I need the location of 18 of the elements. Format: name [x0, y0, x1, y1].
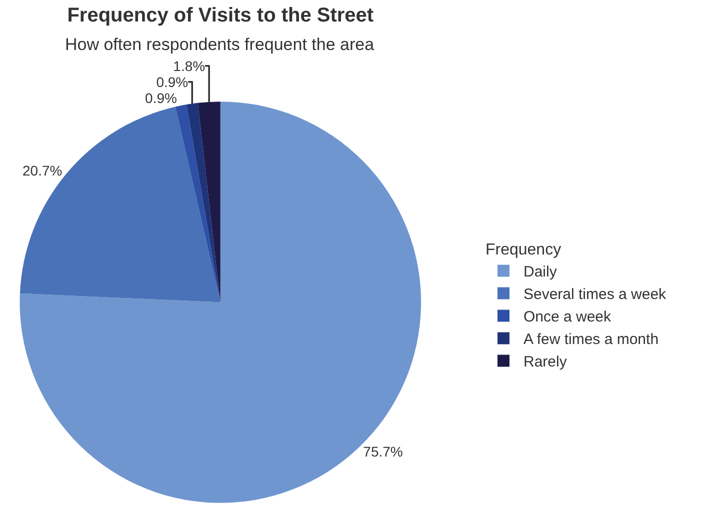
pie-slice	[20, 102, 421, 503]
legend-label: Several times a week	[523, 286, 667, 304]
legend-label: Rarely	[523, 354, 568, 371]
pie-slice	[186, 102, 220, 302]
pie-slice	[20, 106, 220, 302]
chart-subtitle: How often respondents frequent the area	[65, 35, 375, 54]
data-label: 1.8%	[173, 58, 206, 74]
data-label: 75.7%	[363, 443, 403, 460]
chart-title: Frequency of Visits to the Street	[67, 4, 374, 27]
data-label: 0.9%	[156, 74, 188, 90]
legend-label: A few times a month	[523, 331, 659, 348]
pie-slice	[198, 102, 220, 302]
legend-label: Daily	[523, 264, 558, 281]
legend-label: Once a week	[523, 308, 612, 326]
pie-slice	[175, 104, 220, 302]
data-label: 0.9%	[145, 90, 177, 106]
legend-title: Frequency	[485, 241, 562, 258]
data-label: 20.7%	[22, 162, 62, 179]
